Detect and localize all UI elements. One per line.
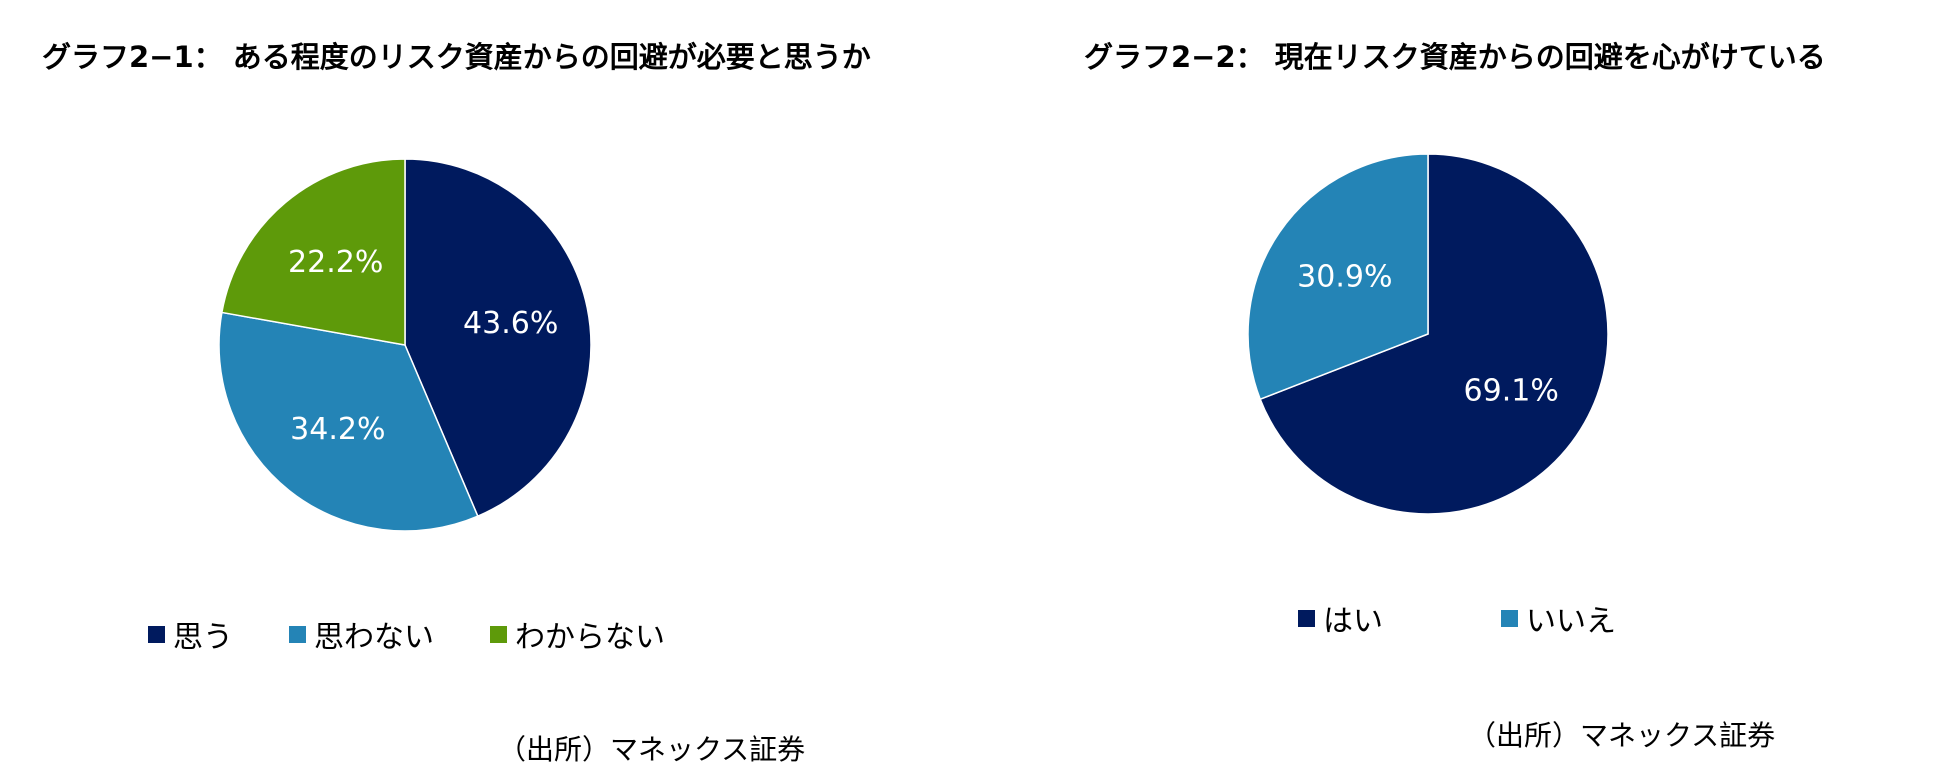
data-label-1: 34.2% (290, 412, 385, 447)
data-label-0: 43.6% (463, 306, 558, 341)
legend: はい いいえ (1298, 596, 1734, 640)
legend-label: わからない (515, 620, 665, 655)
legend-item-wakaranai: わからない (490, 612, 665, 656)
legend-item-hai: はい (1298, 596, 1383, 640)
data-label-1: 30.9% (1297, 260, 1392, 295)
chart-panel-left: グラフ2−1： ある程度のリスク資産からの回避が必要と思うか 43.6% 34.2… (42, 40, 871, 766)
chart-panel-right: グラフ2−2： 現在リスク資産からの回避を心がけている 69.1% 30.9% は… (1040, 0, 1950, 779)
pie-slice-1 (1247, 153, 1429, 401)
chart-title: グラフ2−2： 現在リスク資産からの回避を心がけている (1084, 40, 1826, 74)
legend-swatch (148, 625, 165, 643)
legend-swatch (1501, 609, 1518, 627)
source-note: （出所）マネックス証券 (1468, 719, 1776, 752)
legend-swatch (289, 625, 306, 643)
legend-label: 思う (173, 620, 233, 655)
legend-item-omou: 思う (148, 612, 233, 656)
legend-swatch (490, 625, 507, 643)
legend: 思う 思わない わからない (148, 612, 721, 656)
legend-label: 思わない (314, 620, 434, 655)
pie-chart: 43.6% 34.2% 22.2% (218, 158, 592, 532)
pie-chart: 69.1% 30.9% (1247, 153, 1609, 515)
pie-slice-0 (404, 158, 592, 518)
legend-item-omowanai: 思わない (289, 612, 434, 656)
pie-slice-0 (1259, 153, 1609, 515)
legend-label: はい (1323, 604, 1383, 639)
legend-label: いいえ (1526, 604, 1616, 639)
data-label-2: 22.2% (288, 245, 383, 280)
legend-swatch (1298, 609, 1315, 627)
chart-title: グラフ2−1： ある程度のリスク資産からの回避が必要と思うか (42, 40, 871, 74)
data-label-0: 69.1% (1464, 373, 1559, 408)
pie-slice-2 (221, 158, 406, 346)
legend-item-iie: いいえ (1501, 596, 1616, 640)
source-note: （出所）マネックス証券 (498, 733, 806, 766)
pie-slice-1 (218, 311, 479, 532)
